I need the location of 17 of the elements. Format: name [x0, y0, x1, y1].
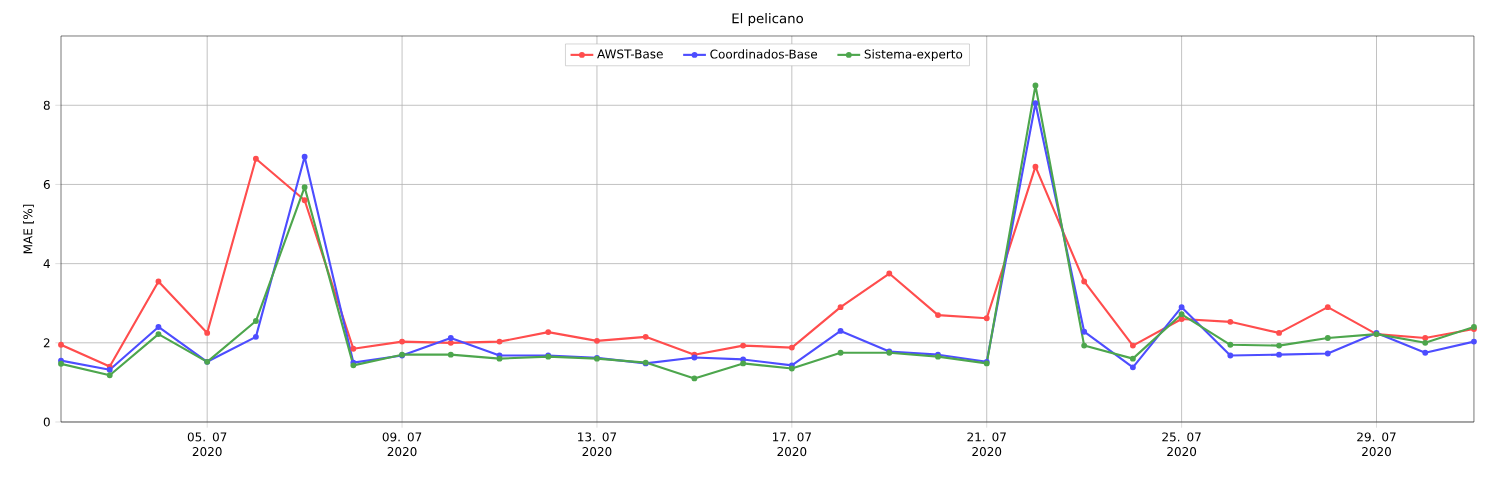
x-tick-label: 09. 07 2020: [382, 432, 422, 457]
y-axis-title: MAE [%]: [23, 204, 34, 254]
x-tick-label: 05. 07 2020: [187, 432, 227, 457]
legend-label: Sistema-experto: [864, 49, 963, 61]
legend-label: Coordinados-Base: [710, 49, 818, 59]
x-tick-label: 13. 07 2020: [578, 432, 617, 457]
x-tick-label: 17. 07 2020: [772, 432, 811, 457]
y-tick-label: 4: [43, 259, 50, 268]
x-tick-label: 25. 07 2020: [1162, 432, 1201, 457]
y-tick-label: 6: [43, 179, 50, 189]
chart-title: El pelicano: [732, 13, 804, 26]
x-tick-label: 21. 07 2020: [967, 432, 1006, 457]
y-tick-label: 2: [43, 338, 50, 348]
legend-label: AWST-Base: [597, 49, 663, 59]
y-tick-label: 8: [43, 100, 50, 110]
x-tick-label: 29. 07 2020: [1357, 432, 1396, 457]
y-tick-label: 0: [43, 417, 50, 427]
